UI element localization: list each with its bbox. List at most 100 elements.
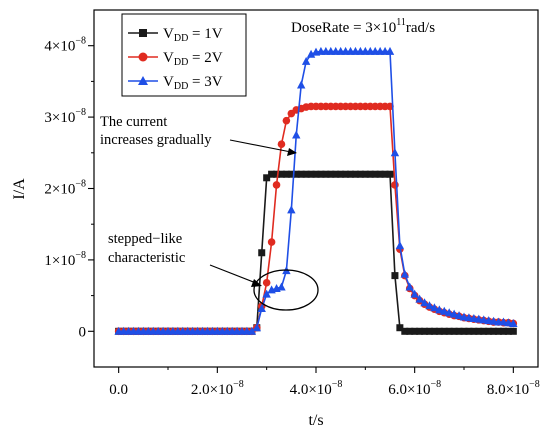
series-3-point [252,323,261,332]
series-1-point [258,249,266,257]
series-1-point [332,170,340,178]
series-1-point [425,327,433,335]
y-tick-label-0: 0 [79,324,87,340]
series-1-point [287,170,295,178]
legend-item-3-sub: DD [174,81,188,92]
series-3-point [469,313,479,322]
series-3-point [410,289,419,298]
series-2-point [277,140,286,149]
x-tick-label-1: 2.0×10−8 [191,379,244,398]
series-3-point [257,303,266,312]
svg-text:VDD = 1V: VDD = 1V [163,26,223,44]
series-1-point [460,327,468,335]
legend: VDD = 1V VDD = 2V VDD = 3V [121,13,247,97]
svg-text:VDD = 3V: VDD = 3V [163,74,223,92]
annotation-gradual-arrow [229,139,292,153]
legend-item-3-rest: = 3V [188,74,222,90]
series-2-point [262,278,271,287]
annotation-stepped-line-2: characteristic [108,250,185,266]
annotation-gradual-line-2: increases gradually [100,132,212,148]
series-1-point [455,327,463,335]
series-1-point [416,327,424,335]
legend-item-3: VDD = 3V [128,74,223,92]
series-3-point [445,308,454,317]
series-1-point [273,170,281,178]
series-1-point [445,327,453,335]
series-3 [114,46,518,335]
series-1-point [504,327,512,335]
y-axis-label: I/A [11,178,28,200]
series-1-point [351,170,359,178]
annotation-gradual-line-1: The current [100,114,167,130]
legend-item-2-sub: DD [174,57,188,68]
series-3-point [499,317,508,326]
series-3-point [385,46,395,55]
series-1-point [292,170,300,178]
series-3-point [435,305,444,314]
svg-text:DoseRate = 3×1011rad/s: DoseRate = 3×1011rad/s [291,17,435,36]
series-2-point [282,116,291,125]
series-1-point [465,327,473,335]
series-1-point [376,170,384,178]
series-3-point [292,130,301,139]
x-tick-label-3: 6.0×10−8 [388,379,441,398]
series-3-point [287,205,296,214]
series-1-point [450,327,458,335]
series-1-point [371,170,379,178]
series-1-point [268,170,276,178]
series-3-point [474,314,483,323]
series-1-point [406,327,414,335]
series-3-point [297,80,306,89]
series-3-point [301,56,311,65]
series-1-point [495,327,503,335]
series-1-point [356,170,364,178]
series-3-point [262,289,271,298]
series-1-point [342,170,350,178]
dose-rate-exponent: 11 [396,17,406,28]
legend-item-1-sub: DD [174,33,188,44]
series-3-point [509,318,518,327]
series-1-point [401,327,409,335]
ticks: 0.0 2.0×10−8 4.0×10−8 6.0×10−8 8.0×10−8 0 1×10… [44,36,539,398]
legend-item-2-v: V [163,50,174,66]
y-tick-label-3: 3×10−8 [44,107,86,126]
series-1-point [327,170,335,178]
series-3-point [484,316,493,325]
series-1-point [430,327,438,335]
series-3-point [400,269,409,278]
x-tick-label-2: 4.0×10−8 [290,379,343,398]
series-1-point [302,170,310,178]
annotation-gradual: The current increases gradually [100,114,297,156]
legend-item-1-v: V [163,26,174,42]
legend-item-1: VDD = 1V [128,26,223,44]
series-1-point [312,170,320,178]
series-1-point [411,327,419,335]
series-1-point [322,170,330,178]
dose-rate-unit: rad/s [406,20,435,36]
series-1-point [386,170,394,178]
legend-item-2: VDD = 2V [128,50,223,68]
series-1-point [435,327,443,335]
series-3-point [306,49,316,58]
y-tick-label-1: 1×10−8 [44,250,86,269]
annotation-stepped-ellipse [253,269,319,311]
series-1-point [509,327,517,335]
plot-content [114,46,518,336]
annotation-stepped-arrow [209,264,257,284]
series-1-point [440,327,448,335]
legend-item-1-rest: = 1V [188,26,222,42]
dose-rate-label: DoseRate = 3×1011rad/s [291,17,435,36]
series-2-point [272,181,281,189]
series-3-point [425,301,434,310]
series-1-point [470,327,478,335]
series-1-point [361,170,369,178]
series-1-point [421,327,429,335]
series-1-point [282,170,290,178]
series-1-point [317,170,325,178]
series-3-point [459,312,469,321]
series-1-point [277,170,285,178]
y-tick-label-2: 2×10−8 [44,179,86,198]
series-3-point [440,306,449,315]
y-tick-label-4: 4×10−8 [44,36,86,55]
